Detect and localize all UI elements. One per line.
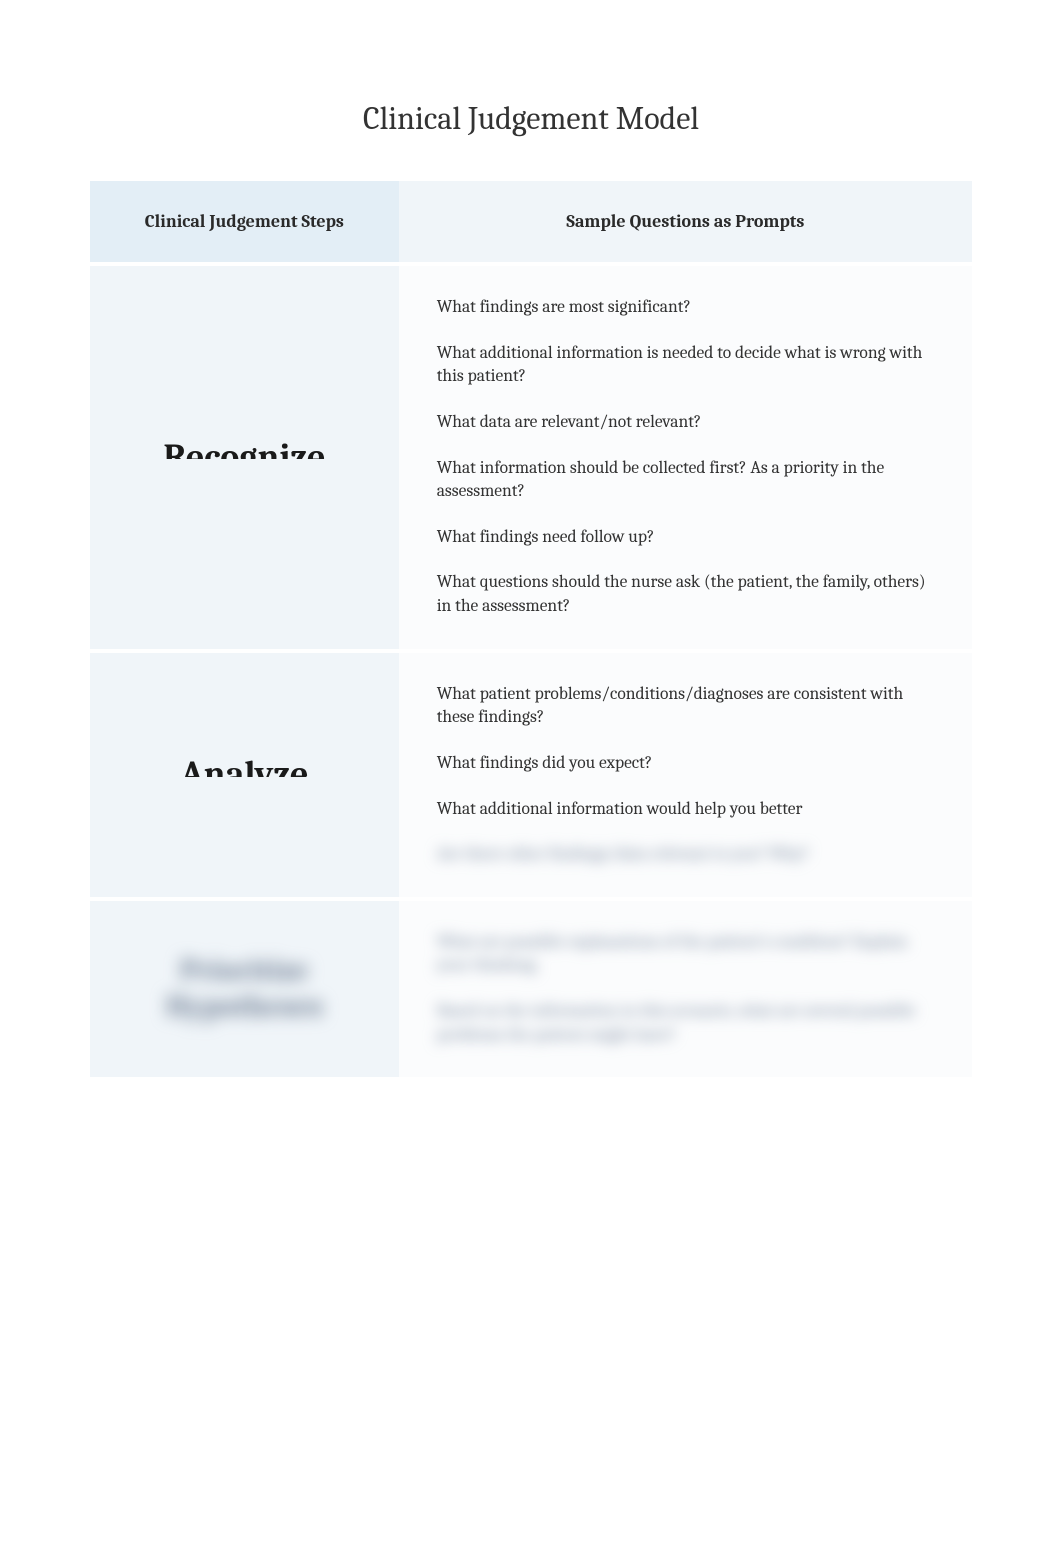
column-header-questions: Sample Questions as Prompts xyxy=(399,181,972,262)
step-title-blurred: Prioritize Hypotheses xyxy=(114,953,375,1025)
table-header-row: Clinical Judgement Steps Sample Question… xyxy=(90,181,972,262)
question-text: What questions should the nurse ask (the… xyxy=(437,571,934,618)
questions-cell-recognize: What findings are most significant? What… xyxy=(399,266,972,649)
question-text: What patient problems/conditions/diagnos… xyxy=(437,683,934,730)
question-text: What information should be collected fir… xyxy=(437,457,934,504)
question-text: What additional information would help y… xyxy=(437,798,934,822)
step-title: Analyze xyxy=(114,754,375,795)
column-header-steps: Clinical Judgement Steps xyxy=(90,181,399,262)
step-cell-recognize: Recognize xyxy=(90,266,399,649)
step-cell-analyze: Analyze xyxy=(90,653,399,897)
step-title: Recognize xyxy=(114,437,375,478)
page-title: Clinical Judgement Model xyxy=(90,100,972,137)
question-text: What data are relevant/not relevant? xyxy=(437,411,934,435)
question-text: What findings are most significant? xyxy=(437,296,934,320)
questions-cell-analyze: What patient problems/conditions/diagnos… xyxy=(399,653,972,897)
question-text-blurred: Based on the information in this scenari… xyxy=(437,1000,934,1047)
questions-cell-prioritize: What are possible explanations of the pa… xyxy=(399,901,972,1078)
question-text: What findings need follow up? xyxy=(437,526,934,550)
question-text-blurred: Are there other findings/data relevant t… xyxy=(437,843,934,867)
question-text: What findings did you expect? xyxy=(437,752,934,776)
question-text-blurred: What are possible explanations of the pa… xyxy=(437,931,934,978)
step-cell-prioritize: Prioritize Hypotheses xyxy=(90,901,399,1078)
table-row: Prioritize Hypotheses What are possible … xyxy=(90,901,972,1078)
table-row: Recognize What findings are most signifi… xyxy=(90,266,972,649)
question-text: What additional information is needed to… xyxy=(437,342,934,389)
clinical-judgement-table: Clinical Judgement Steps Sample Question… xyxy=(90,177,972,1081)
table-row: Analyze What patient problems/conditions… xyxy=(90,653,972,897)
